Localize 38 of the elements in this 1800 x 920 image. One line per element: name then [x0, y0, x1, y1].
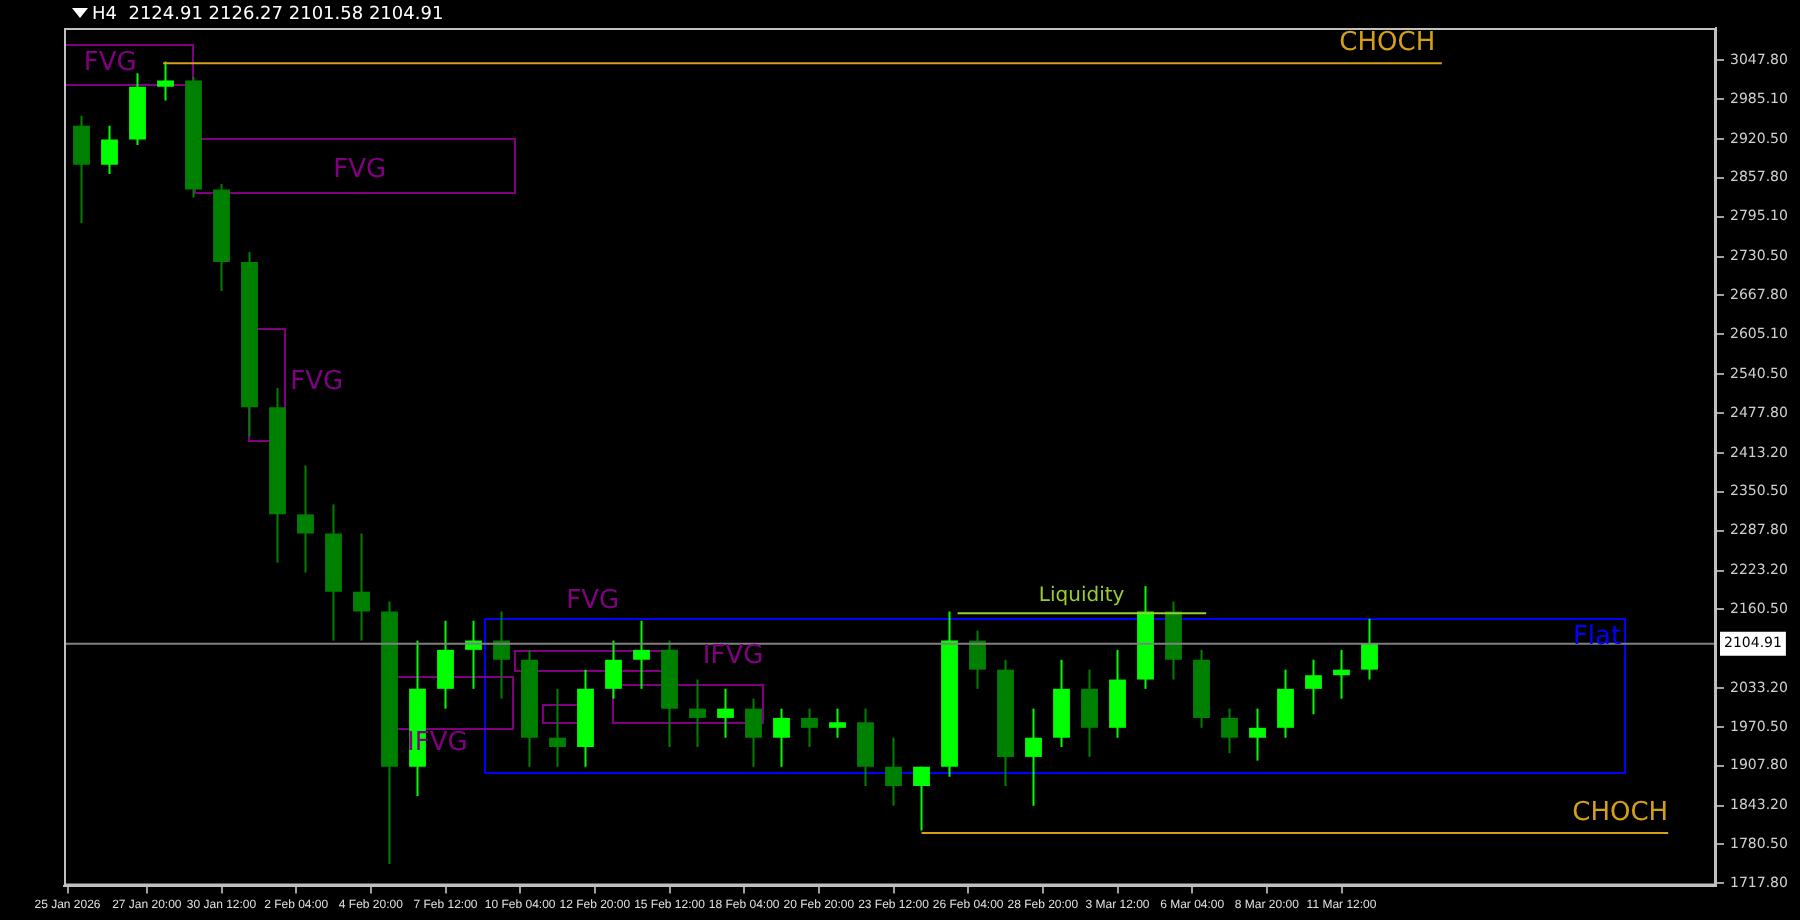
candlestick	[297, 464, 314, 574]
candlestick	[689, 678, 706, 748]
annotation: FVG	[83, 47, 137, 78]
annotation: CHOCH	[1339, 28, 1436, 59]
candlestick	[437, 619, 454, 710]
candlestick	[1025, 707, 1042, 807]
candlestick	[1305, 658, 1322, 716]
annotation: IFVG	[702, 640, 764, 671]
candlestick	[801, 707, 818, 748]
candlestick	[1333, 648, 1350, 700]
candlestick	[1221, 707, 1238, 755]
annotation: Liquidity	[1038, 584, 1125, 607]
candlestick	[1277, 668, 1294, 739]
candlestick	[885, 736, 902, 807]
candlestick	[605, 639, 622, 700]
candlestick	[73, 114, 90, 224]
candlestick	[829, 707, 846, 739]
candlestick	[633, 619, 650, 690]
chart-title: H4 2124.91 2126.27 2101.58 2104.91	[92, 4, 444, 25]
candlestick	[913, 765, 930, 832]
candlestick	[1361, 617, 1378, 681]
annotation: FVG	[333, 155, 387, 186]
candlestick	[717, 687, 734, 739]
annotation: FVG	[566, 585, 620, 616]
annotation: Flat	[1572, 621, 1622, 652]
candlestick	[493, 610, 510, 700]
candlestick	[1081, 668, 1098, 758]
candlestick	[353, 532, 370, 642]
candlestick	[773, 707, 790, 768]
candlestick	[549, 687, 566, 768]
candlestick	[745, 697, 762, 768]
candlestick	[157, 60, 174, 102]
annotation: CHOCH	[1572, 798, 1669, 829]
annotation: FVG	[290, 366, 344, 397]
candlestick	[101, 124, 118, 176]
candlestick	[969, 629, 986, 690]
candlestick	[1249, 707, 1266, 762]
candlestick	[857, 707, 874, 787]
